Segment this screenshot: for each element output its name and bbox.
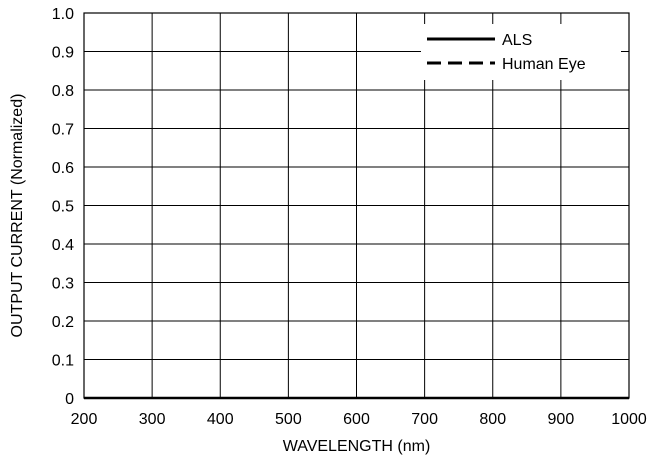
- x-tick-label: 1000: [611, 411, 647, 428]
- x-axis-title: WAVELENGTH (nm): [283, 438, 431, 455]
- x-tick-label: 400: [207, 411, 234, 428]
- y-tick-label: 0.1: [52, 353, 74, 370]
- y-tick-label: 0.5: [52, 199, 74, 216]
- legend-label-als: ALS: [502, 32, 532, 49]
- y-tick-label: 0.8: [52, 83, 74, 100]
- legend-label-human-eye: Human Eye: [502, 56, 586, 73]
- y-tick-label: 0.3: [52, 276, 74, 293]
- x-tick-label: 600: [343, 411, 370, 428]
- x-tick-label: 200: [71, 411, 98, 428]
- x-axis-ticks: 200 300 400 500 600 700 800 900 1000: [71, 411, 647, 428]
- y-tick-label: 1.0: [52, 6, 74, 23]
- x-tick-label: 800: [479, 411, 506, 428]
- y-tick-label: 0.6: [52, 160, 74, 177]
- x-tick-label: 500: [275, 411, 302, 428]
- y-tick-label: 0.2: [52, 314, 74, 331]
- y-tick-label: 0.7: [52, 122, 74, 139]
- y-axis-ticks: 0 0.1 0.2 0.3 0.4 0.5 0.6 0.7 0.8 0.9 1.0: [52, 6, 74, 408]
- y-tick-label: 0: [65, 391, 74, 408]
- y-tick-label: 0.4: [52, 237, 74, 254]
- plot-frame: [83, 12, 630, 399]
- x-tick-label: 300: [139, 411, 166, 428]
- legend: ALS Human Eye: [421, 24, 621, 80]
- legend-background: [421, 24, 621, 80]
- x-tick-label: 900: [548, 411, 575, 428]
- y-tick-label: 0.9: [52, 45, 74, 62]
- x-tick-label: 700: [411, 411, 438, 428]
- y-axis-title: OUTPUT CURRENT (Normalized): [9, 94, 26, 338]
